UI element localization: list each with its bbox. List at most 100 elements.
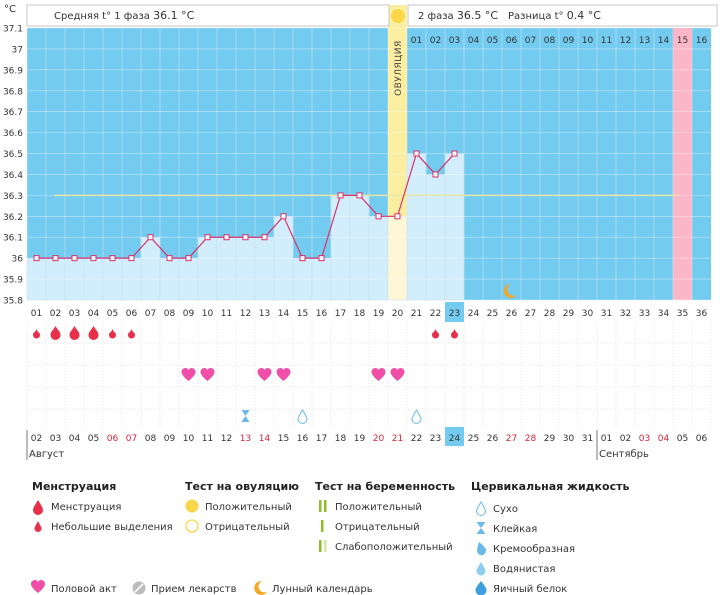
legend-cervical-creamy: Кремообразная	[493, 544, 575, 555]
calendar-date-label: 17	[316, 434, 327, 444]
cycle-day-label: 17	[335, 309, 346, 319]
cycle-day-label: 10	[202, 309, 214, 319]
legend-cervical-fluid: Цервикальная жидкость Сухо Клейкая Кремо…	[471, 480, 629, 595]
cycle-day-label: 31	[601, 309, 612, 319]
temperature-point	[147, 234, 154, 241]
calendar-date-label: 19	[354, 434, 366, 444]
cycle-day-label: 21	[411, 309, 422, 319]
blood-drop-large-icon	[33, 500, 43, 515]
temperature-point	[337, 192, 344, 199]
phase2-day-label: 01	[411, 36, 422, 46]
calendar-date-label: 04	[658, 434, 670, 444]
temperature-bar	[444, 153, 465, 301]
phase2-day-label: 03	[449, 36, 460, 46]
moon-icon	[503, 284, 517, 298]
calendar-date-label: 29	[544, 434, 556, 444]
y-tick-label: 35.9	[3, 276, 23, 286]
cycle-day-label: 05	[107, 309, 118, 319]
legend-pregnancy-positive: Положительный	[335, 502, 422, 513]
legend-cervical-watery: Водянистая	[493, 564, 555, 575]
temperature-point	[166, 255, 173, 262]
legend-ovulation-test: Тест на овуляцию Положительный Отрицател…	[185, 480, 299, 533]
temperature-bar	[216, 236, 237, 301]
temperature-point	[375, 213, 382, 220]
calendar-date-label: 20	[373, 434, 385, 444]
cycle-day-label: 32	[620, 309, 631, 319]
temperature-point	[128, 255, 135, 262]
calendar-date-label: 15	[278, 434, 289, 444]
y-tick-label: 36.9	[3, 66, 23, 76]
menstruation-drop-icon	[128, 329, 135, 339]
intercourse-heart-icon	[257, 368, 272, 381]
phase2-day-label: 11	[601, 36, 612, 46]
y-tick-label: 36.7	[3, 108, 23, 118]
pill-icon-line	[134, 583, 144, 593]
temperature-point	[299, 255, 306, 262]
temperature-point	[52, 255, 59, 262]
y-tick-label: 36	[12, 255, 24, 265]
calendar-date-label: 02	[31, 434, 42, 444]
legend-ovulation-title: Тест на овуляцию	[185, 480, 299, 493]
phase2-day-label: 13	[639, 36, 650, 46]
cycle-day-label: 22	[430, 309, 441, 319]
temperature-point	[261, 234, 268, 241]
y-tick-label: 37	[12, 45, 23, 55]
temperature-point	[394, 213, 401, 220]
temperature-point	[90, 255, 97, 262]
intercourse-heart-icon	[200, 368, 215, 381]
temperature-point	[185, 255, 192, 262]
difference-header: Разница t° 0.4 °C	[508, 9, 601, 22]
menstruation-drop-icon	[88, 326, 99, 340]
plot-area: 35.8 35.9 36 36.1 36.2 36.3 36.4 36.5 36.6 36.7 36…	[3, 5, 712, 460]
phase2-day-label: 15	[677, 36, 688, 46]
calendar-date-label: 16	[297, 434, 309, 444]
phase2-day-label: 16	[696, 36, 708, 46]
phase2-day-label: 02	[430, 36, 441, 46]
creamy-icon	[477, 542, 487, 556]
temperature-point	[356, 192, 363, 199]
legend-cervical-title: Цервикальная жидкость	[471, 480, 629, 493]
legend-menstruation: Менструация Менструация Небольшие выделе…	[32, 480, 173, 533]
legend-cervical-eggwhite: Яичный белок	[493, 584, 567, 595]
ovulation-label: ОВУЛЯЦИЯ	[394, 40, 404, 96]
phase2-day-label: 12	[620, 36, 631, 46]
phase2-day-highlight	[673, 28, 692, 47]
y-tick-label: 36.6	[3, 129, 23, 139]
phase2-day-label: 05	[487, 36, 498, 46]
dry-drop-icon	[297, 409, 308, 424]
dry-drop-icon	[411, 409, 422, 424]
phase2-day-label: 07	[525, 36, 536, 46]
cycle-day-label: 35	[677, 309, 688, 319]
phase2-day-label: 14	[658, 36, 670, 46]
cycle-day-label: 28	[544, 309, 556, 319]
sticky-icon	[241, 410, 250, 422]
calendar-date-label: 30	[563, 434, 575, 444]
cycle-day-label: 07	[145, 309, 156, 319]
temperature-bar	[254, 236, 275, 301]
today-date-highlight	[445, 427, 464, 446]
legend-lunar: Лунный календарь	[272, 584, 373, 595]
pregnancy-negative-icon	[321, 520, 324, 532]
eggwhite-drop-icon	[475, 581, 487, 595]
calendar-date-label: 13	[240, 434, 251, 444]
menstruation-drop-icon	[33, 329, 40, 339]
cycle-day-label: 36	[696, 309, 708, 319]
phase2-header-box	[407, 4, 718, 27]
ovulation-sun-icon	[391, 9, 405, 23]
cycle-day-label: 33	[639, 309, 650, 319]
cycle-day-label: 09	[183, 309, 195, 319]
legend-menstruation-heavy: Менструация	[51, 502, 121, 513]
cycle-day-label: 14	[278, 309, 290, 319]
cycle-day-label: 26	[506, 309, 518, 319]
temperature-point	[242, 234, 249, 241]
temperature-bar	[330, 195, 351, 301]
cycle-day-label: 06	[126, 309, 138, 319]
month-label: Август	[29, 449, 64, 460]
legend-menstruation-light: Небольшие выделения	[51, 522, 173, 533]
legend: Менструация Менструация Небольшие выделе…	[31, 480, 629, 595]
intercourse-heart-icon	[390, 368, 405, 381]
cycle-day-label: 29	[563, 309, 575, 319]
legend-medication: Прием лекарств	[151, 584, 237, 595]
calendar-date-label: 09	[164, 434, 176, 444]
